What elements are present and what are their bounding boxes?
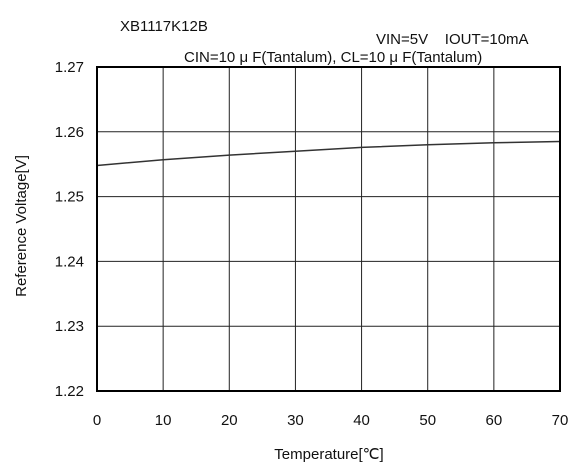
x-tick-label: 70 — [552, 412, 569, 429]
x-tick-label: 40 — [353, 412, 370, 429]
plot-frame — [96, 66, 561, 392]
x-tick-label: 10 — [155, 412, 172, 429]
y-axis-title: Reference Voltage[V] — [13, 155, 30, 297]
series-layer — [96, 140, 561, 167]
y-tick-label: 1.26 — [55, 124, 84, 141]
y-tick-label: 1.23 — [55, 318, 84, 335]
part-number-caption: XB1117K12B — [120, 18, 208, 35]
y-tick-label: 1.25 — [55, 189, 84, 206]
grid-lines — [97, 67, 560, 391]
y-tick-label: 1.24 — [55, 253, 84, 270]
tick-labels: 0 10 20 30 40 50 60 70 1.22 1.23 1.24 1.25 1.26 1.27 — [55, 59, 569, 429]
series-line — [96, 140, 561, 167]
x-tick-label: 50 — [419, 412, 436, 429]
x-axis-title: Temperature[℃] — [274, 446, 383, 463]
x-tick-label: 0 — [93, 412, 101, 429]
y-tick-label: 1.22 — [55, 383, 84, 400]
x-tick-label: 30 — [287, 412, 304, 429]
test-conditions-line1: VIN=5V IOUT=10mA — [376, 31, 529, 48]
y-tick-label: 1.27 — [55, 59, 84, 76]
test-conditions-line2: CIN=10 μ F(Tantalum), CL=10 μ F(Tantalum… — [184, 49, 482, 66]
x-tick-label: 60 — [486, 412, 503, 429]
x-tick-label: 20 — [221, 412, 238, 429]
